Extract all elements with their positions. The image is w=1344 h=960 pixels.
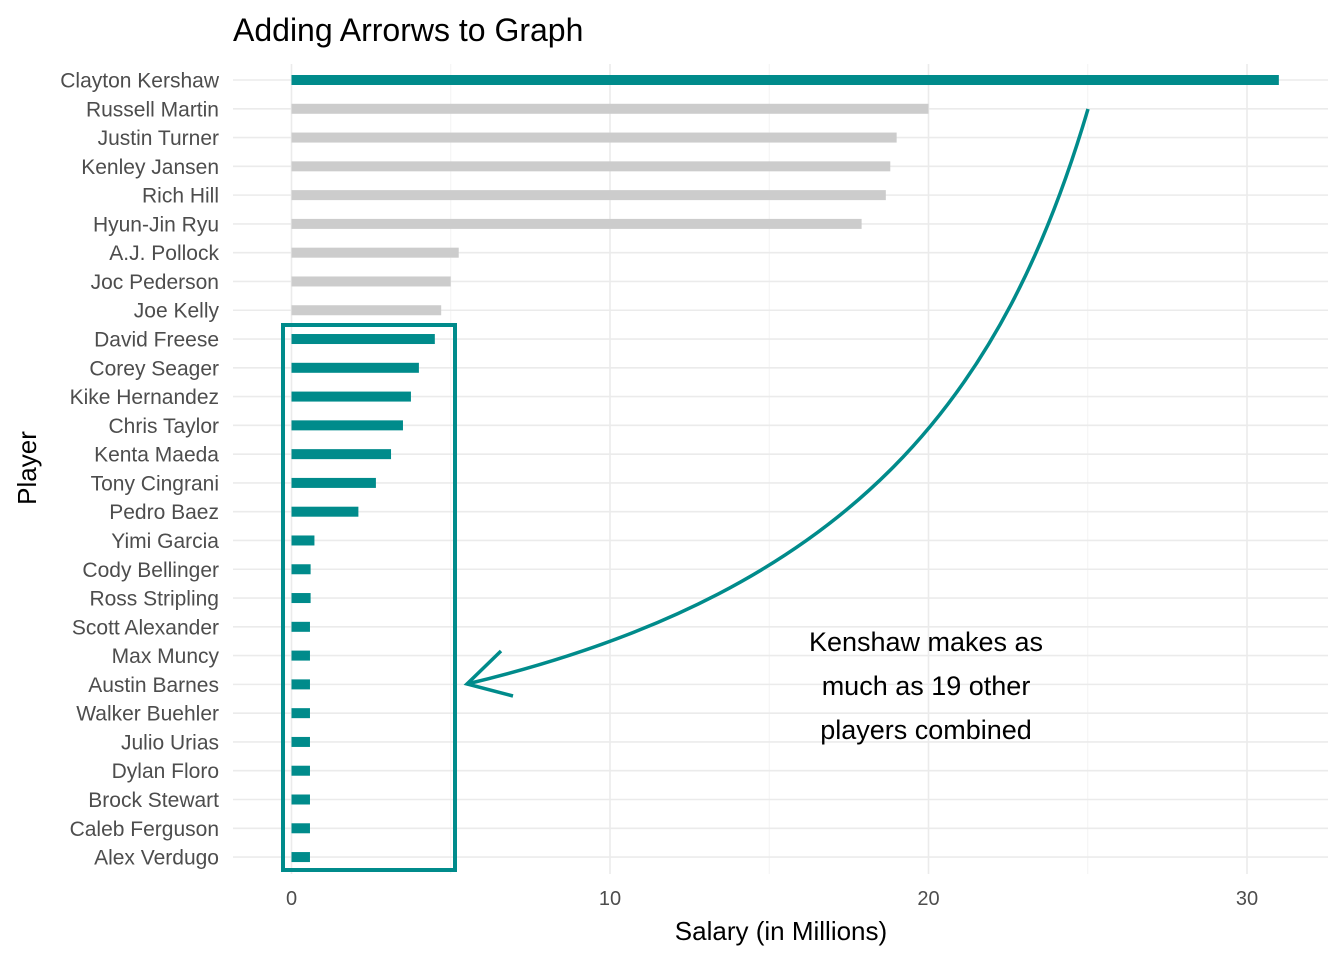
bar <box>291 679 310 690</box>
x-tick-label: 0 <box>286 888 297 910</box>
bar <box>291 621 310 632</box>
y-tick-label: Hyun-Jin Ryu <box>93 213 219 236</box>
bar <box>291 852 310 863</box>
bar <box>291 305 442 316</box>
bar <box>291 765 310 776</box>
y-tick-label: Justin Turner <box>98 127 219 150</box>
annotation-layer <box>281 108 1090 872</box>
bar <box>291 420 403 431</box>
bar <box>291 75 1279 85</box>
y-tick-label: Kenley Jansen <box>81 156 219 179</box>
bar <box>291 823 310 834</box>
x-tick-label: 20 <box>917 888 939 910</box>
y-tick-label: Kenta Maeda <box>94 444 219 467</box>
y-tick-label: Joc Pederson <box>91 271 219 294</box>
y-tick-label: Rich Hill <box>142 185 219 208</box>
y-tick-label: Austin Barnes <box>88 674 219 697</box>
bar <box>291 132 897 143</box>
bar <box>291 276 451 287</box>
y-tick-label: Max Muncy <box>112 645 220 668</box>
y-tick-label: Chris Taylor <box>109 415 219 438</box>
bar <box>291 535 315 546</box>
arrow-head <box>463 649 514 698</box>
bar <box>291 391 411 402</box>
bar <box>291 477 376 488</box>
annotation-line: Kenshaw makes as <box>809 627 1043 657</box>
y-tick-label: Kike Hernandez <box>70 386 219 409</box>
annotation-line: much as 19 other <box>822 671 1031 701</box>
bar <box>291 736 310 747</box>
y-tick-label: Julio Urias <box>121 731 219 754</box>
annotation-text: Kenshaw makes as much as 19 other players … <box>809 627 1043 745</box>
y-tick-label: Corey Seager <box>89 357 219 380</box>
bar <box>291 593 311 604</box>
y-tick-label: Scott Alexander <box>72 616 219 639</box>
bar <box>291 334 435 345</box>
bar <box>291 564 311 575</box>
y-tick-label: Yimi Garcia <box>111 530 219 553</box>
curved-arrow <box>466 108 1090 686</box>
x-tick-label: 30 <box>1236 888 1258 910</box>
y-tick-label: Caleb Ferguson <box>70 818 219 841</box>
bar <box>291 218 862 229</box>
bar <box>291 794 310 805</box>
y-tick-label: Russell Martin <box>86 98 219 121</box>
y-tick-label: Pedro Baez <box>109 501 219 524</box>
bar <box>291 190 886 201</box>
y-tick-label: A.J. Pollock <box>109 242 219 265</box>
annotation-line: players combined <box>820 715 1032 745</box>
bar <box>291 708 310 719</box>
bar <box>291 650 310 661</box>
y-tick-label: Dylan Floro <box>112 760 219 783</box>
x-tick-labels: 0 10 20 30 <box>286 888 1258 910</box>
highlight-box <box>281 323 457 872</box>
x-axis-title: Salary (in Millions) <box>675 916 887 946</box>
bar <box>291 161 891 172</box>
y-tick-label: Alex Verdugo <box>94 847 219 870</box>
y-tick-labels: Clayton Kershaw Russell Martin Justin Turn… <box>60 70 220 870</box>
bars-group <box>291 75 1279 863</box>
y-tick-label: Cody Bellinger <box>82 559 219 582</box>
y-tick-label: Ross Stripling <box>89 588 219 611</box>
x-tick-label: 10 <box>599 888 621 910</box>
y-tick-label: Clayton Kershaw <box>60 70 220 93</box>
y-tick-label: Joe Kelly <box>134 300 220 323</box>
bar <box>291 449 392 460</box>
bar <box>291 362 419 373</box>
bar <box>291 103 929 114</box>
y-axis-title: Player <box>12 431 42 505</box>
bar <box>291 506 359 517</box>
y-tick-label: David Freese <box>94 329 219 352</box>
y-tick-label: Walker Buehler <box>76 703 219 726</box>
chart-title: Adding Arrorws to Graph <box>233 12 583 48</box>
y-tick-label: Tony Cingrani <box>91 472 219 495</box>
y-tick-label: Brock Stewart <box>88 789 219 812</box>
grid-lines <box>233 64 1328 874</box>
bar <box>291 247 459 258</box>
